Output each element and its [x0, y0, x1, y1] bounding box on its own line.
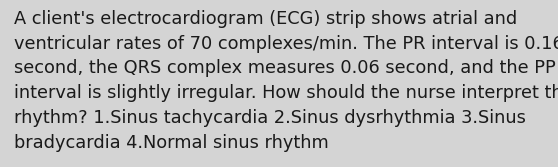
Text: bradycardia 4.Normal sinus rhythm: bradycardia 4.Normal sinus rhythm: [14, 134, 329, 152]
Text: A client's electrocardiogram (ECG) strip shows atrial and: A client's electrocardiogram (ECG) strip…: [14, 10, 517, 28]
Text: second, the QRS complex measures 0.06 second, and the PP: second, the QRS complex measures 0.06 se…: [14, 59, 556, 77]
Text: interval is slightly irregular. How should the nurse interpret this: interval is slightly irregular. How shou…: [14, 84, 558, 102]
Text: ventricular rates of 70 complexes/min. The PR interval is 0.16: ventricular rates of 70 complexes/min. T…: [14, 35, 558, 53]
Text: rhythm? 1.Sinus tachycardia 2.Sinus dysrhythmia 3.Sinus: rhythm? 1.Sinus tachycardia 2.Sinus dysr…: [14, 109, 526, 127]
